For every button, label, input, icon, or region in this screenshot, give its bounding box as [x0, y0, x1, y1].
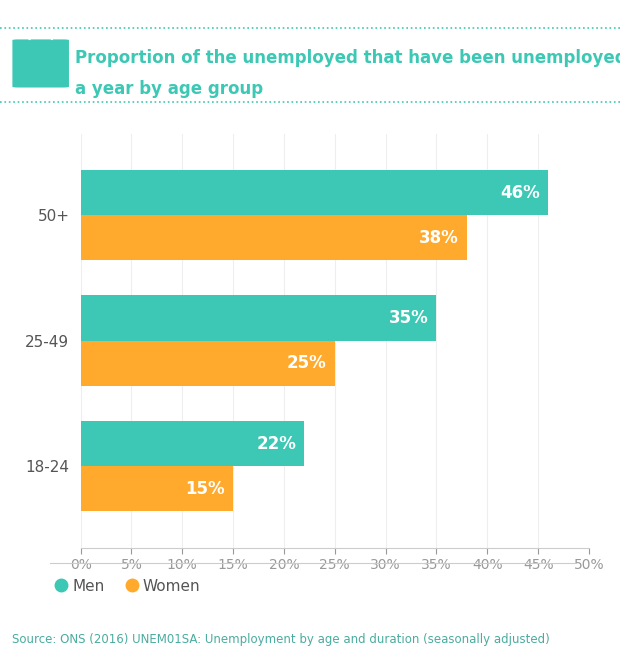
Text: 22%: 22%: [256, 435, 296, 453]
Text: a year by age group: a year by age group: [75, 80, 263, 98]
FancyBboxPatch shape: [12, 39, 69, 88]
Bar: [81, 215, 467, 261]
Text: 46%: 46%: [500, 184, 540, 202]
Text: 38%: 38%: [419, 228, 459, 246]
Bar: [81, 170, 548, 215]
Bar: [81, 421, 304, 466]
Text: 15%: 15%: [185, 480, 225, 498]
Bar: [81, 295, 436, 341]
Text: 25%: 25%: [287, 354, 327, 372]
Bar: [81, 466, 233, 512]
Text: Source: ONS (2016) UNEM01SA: Unemployment by age and duration (seasonally adjust: Source: ONS (2016) UNEM01SA: Unemploymen…: [12, 633, 550, 646]
Legend: Men, Women: Men, Women: [57, 578, 201, 594]
Bar: [81, 341, 335, 386]
Text: Proportion of the unemployed that have been unemployed for at least: Proportion of the unemployed that have b…: [75, 49, 620, 67]
Text: 35%: 35%: [389, 309, 428, 327]
